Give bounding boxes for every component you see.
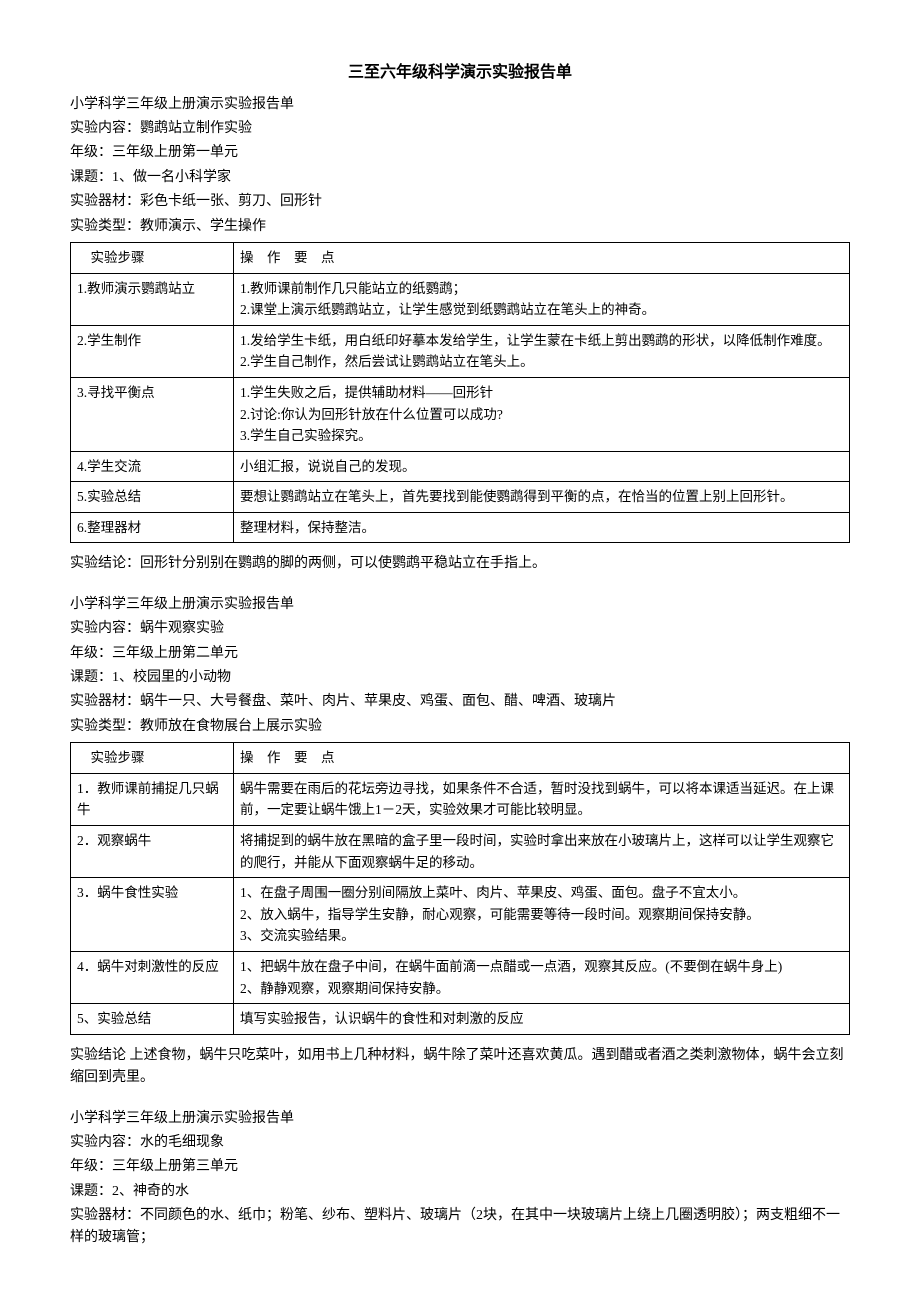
exp-materials-line: 实验器材：蜗牛一只、大号餐盘、菜叶、肉片、苹果皮、鸡蛋、面包、醋、啤酒、玻璃片 <box>70 691 850 713</box>
cell-detail: 将捕捉到的蜗牛放在黑暗的盒子里一段时间，实验时拿出来放在小玻璃片上，这样可以让学… <box>234 825 850 877</box>
cell-step: 3．蜗牛食性实验 <box>71 878 234 952</box>
label: 实验结论 <box>70 1048 126 1063</box>
exp-grade-line: 年级：三年级上册第二单元 <box>70 643 850 665</box>
label: 实验内容： <box>70 121 140 136</box>
label: 年级： <box>70 145 112 160</box>
exp-content-line: 实验内容：水的毛细现象 <box>70 1132 850 1154</box>
exp-header: 小学科学三年级上册演示实验报告单 <box>70 94 850 116</box>
label: 实验器材： <box>70 194 140 209</box>
exp-content-line: 实验内容：鹦鹉站立制作实验 <box>70 118 850 140</box>
cell-step: 2.学生制作 <box>71 325 234 377</box>
cell-detail: 蜗牛需要在雨后的花坛旁边寻找，如果条件不合适，暂时没找到蜗牛，可以将本课适当延迟… <box>234 773 850 825</box>
value: 三年级上册第一单元 <box>112 145 238 160</box>
label: 实验内容： <box>70 1135 140 1150</box>
cell-detail: 要想让鹦鹉站立在笔头上，首先要找到能使鹦鹉得到平衡的点，在恰当的位置上别上回形针… <box>234 482 850 513</box>
value: 彩色卡纸一张、剪刀、回形针 <box>140 194 322 209</box>
value: 三年级上册第三单元 <box>112 1159 238 1174</box>
table-row: 1．教师课前捕捉几只蜗牛蜗牛需要在雨后的花坛旁边寻找，如果条件不合适，暂时没找到… <box>71 773 850 825</box>
value: 2、神奇的水 <box>112 1184 189 1199</box>
value: 1、做一名小科学家 <box>112 170 231 185</box>
exp-materials-line: 实验器材：不同颜色的水、纸巾；粉笔、纱布、塑料片、玻璃片（2块，在其中一块玻璃片… <box>70 1205 850 1250</box>
value: 水的毛细现象 <box>140 1135 224 1150</box>
exp-grade-line: 年级：三年级上册第三单元 <box>70 1156 850 1178</box>
value: 1、校园里的小动物 <box>112 670 231 685</box>
label: 课题： <box>70 670 112 685</box>
cell-step: 5、实验总结 <box>71 1004 234 1035</box>
cell-step: 4．蜗牛对刺激性的反应 <box>71 951 234 1003</box>
conclusion: 实验结论：回形针分别别在鹦鹉的脚的两侧，可以使鹦鹉平稳站立在手指上。 <box>70 553 850 575</box>
table-row: 3．蜗牛食性实验1、在盘子周围一圈分别间隔放上菜叶、肉片、苹果皮、鸡蛋、面包。盘… <box>71 878 850 952</box>
experiment-block: 小学科学三年级上册演示实验报告单 实验内容：水的毛细现象 年级：三年级上册第三单… <box>70 1108 850 1250</box>
table-row: 2．观察蜗牛将捕捉到的蜗牛放在黑暗的盒子里一段时间，实验时拿出来放在小玻璃片上，… <box>71 825 850 877</box>
value: 教师放在食物展台上展示实验 <box>140 719 322 734</box>
table-row: 3.寻找平衡点1.学生失败之后，提供辅助材料——回形针 2.讨论:你认为回形针放… <box>71 377 850 451</box>
label: 实验内容： <box>70 621 140 636</box>
cell-detail: 整理材料，保持整洁。 <box>234 512 850 543</box>
cell-detail: 1.学生失败之后，提供辅助材料——回形针 2.讨论:你认为回形针放在什么位置可以… <box>234 377 850 451</box>
table-header-row: 实验步骤 操 作 要 点 <box>71 743 850 774</box>
table-row: 2.学生制作1.发给学生卡纸，用白纸印好摹本发给学生，让学生蒙在卡纸上剪出鹦鹉的… <box>71 325 850 377</box>
value: 教师演示、学生操作 <box>140 219 266 234</box>
table-row: 1.教师演示鹦鹉站立1.教师课前制作几只能站立的纸鹦鹉； 2.课堂上演示纸鹦鹉站… <box>71 273 850 325</box>
value: 不同颜色的水、纸巾；粉笔、纱布、塑料片、玻璃片（2块，在其中一块玻璃片上绕上几圈… <box>70 1208 840 1245</box>
exp-grade-line: 年级：三年级上册第一单元 <box>70 142 850 164</box>
experiment-block: 小学科学三年级上册演示实验报告单 实验内容：蜗牛观察实验 年级：三年级上册第二单… <box>70 594 850 1090</box>
label: 年级： <box>70 646 112 661</box>
table-row: 5、实验总结填写实验报告，认识蜗牛的食性和对刺激的反应 <box>71 1004 850 1035</box>
exp-type-line: 实验类型：教师放在食物展台上展示实验 <box>70 716 850 738</box>
exp-content-line: 实验内容：蜗牛观察实验 <box>70 618 850 640</box>
label: 实验类型： <box>70 719 140 734</box>
main-title: 三至六年级科学演示实验报告单 <box>70 60 850 86</box>
exp-topic-line: 课题：1、做一名小科学家 <box>70 167 850 189</box>
th-detail: 操 作 要 点 <box>234 743 850 774</box>
cell-detail: 1.教师课前制作几只能站立的纸鹦鹉； 2.课堂上演示纸鹦鹉站立，让学生感觉到纸鹦… <box>234 273 850 325</box>
th-step: 实验步骤 <box>71 743 234 774</box>
experiment-table: 实验步骤 操 作 要 点 1.教师演示鹦鹉站立1.教师课前制作几只能站立的纸鹦鹉… <box>70 242 850 544</box>
label: 实验器材： <box>70 694 140 709</box>
label: 年级： <box>70 1159 112 1174</box>
th-detail: 操 作 要 点 <box>234 242 850 273</box>
exp-topic-line: 课题：1、校园里的小动物 <box>70 667 850 689</box>
label: 课题： <box>70 1184 112 1199</box>
table-header-row: 实验步骤 操 作 要 点 <box>71 242 850 273</box>
table-row: 6.整理器材整理材料，保持整洁。 <box>71 512 850 543</box>
cell-step: 1．教师课前捕捉几只蜗牛 <box>71 773 234 825</box>
exp-materials-line: 实验器材：彩色卡纸一张、剪刀、回形针 <box>70 191 850 213</box>
experiment-table: 实验步骤 操 作 要 点 1．教师课前捕捉几只蜗牛蜗牛需要在雨后的花坛旁边寻找，… <box>70 742 850 1035</box>
value: 鹦鹉站立制作实验 <box>140 121 252 136</box>
label: 实验结论： <box>70 556 140 571</box>
table-row: 4.学生交流小组汇报，说说自己的发现。 <box>71 451 850 482</box>
cell-detail: 填写实验报告，认识蜗牛的食性和对刺激的反应 <box>234 1004 850 1035</box>
cell-detail: 1、在盘子周围一圈分别间隔放上菜叶、肉片、苹果皮、鸡蛋、面包。盘子不宜太小。 2… <box>234 878 850 952</box>
value: 蜗牛一只、大号餐盘、菜叶、肉片、苹果皮、鸡蛋、面包、醋、啤酒、玻璃片 <box>140 694 616 709</box>
conclusion: 实验结论 上述食物，蜗牛只吃菜叶，如用书上几种材料，蜗牛除了菜叶还喜欢黄瓜。遇到… <box>70 1045 850 1090</box>
cell-step: 2．观察蜗牛 <box>71 825 234 877</box>
cell-step: 3.寻找平衡点 <box>71 377 234 451</box>
cell-detail: 1.发给学生卡纸，用白纸印好摹本发给学生，让学生蒙在卡纸上剪出鹦鹉的形状，以降低… <box>234 325 850 377</box>
exp-type-line: 实验类型：教师演示、学生操作 <box>70 216 850 238</box>
cell-step: 1.教师演示鹦鹉站立 <box>71 273 234 325</box>
value: 回形针分别别在鹦鹉的脚的两侧，可以使鹦鹉平稳站立在手指上。 <box>140 556 546 571</box>
exp-topic-line: 课题：2、神奇的水 <box>70 1181 850 1203</box>
table-row: 5.实验总结要想让鹦鹉站立在笔头上，首先要找到能使鹦鹉得到平衡的点，在恰当的位置… <box>71 482 850 513</box>
value: 上述食物，蜗牛只吃菜叶，如用书上几种材料，蜗牛除了菜叶还喜欢黄瓜。遇到醋或者酒之… <box>70 1048 844 1085</box>
exp-header: 小学科学三年级上册演示实验报告单 <box>70 1108 850 1130</box>
cell-detail: 1、把蜗牛放在盘子中间，在蜗牛面前滴一点醋或一点酒，观察其反应。(不要倒在蜗牛身… <box>234 951 850 1003</box>
value: 蜗牛观察实验 <box>140 621 224 636</box>
value: 三年级上册第二单元 <box>112 646 238 661</box>
cell-step: 4.学生交流 <box>71 451 234 482</box>
label: 课题： <box>70 170 112 185</box>
experiment-block: 小学科学三年级上册演示实验报告单 实验内容：鹦鹉站立制作实验 年级：三年级上册第… <box>70 94 850 576</box>
label: 实验器材： <box>70 1208 140 1223</box>
cell-step: 6.整理器材 <box>71 512 234 543</box>
label: 实验类型： <box>70 219 140 234</box>
table-row: 4．蜗牛对刺激性的反应1、把蜗牛放在盘子中间，在蜗牛面前滴一点醋或一点酒，观察其… <box>71 951 850 1003</box>
cell-detail: 小组汇报，说说自己的发现。 <box>234 451 850 482</box>
th-step: 实验步骤 <box>71 242 234 273</box>
exp-header: 小学科学三年级上册演示实验报告单 <box>70 594 850 616</box>
cell-step: 5.实验总结 <box>71 482 234 513</box>
